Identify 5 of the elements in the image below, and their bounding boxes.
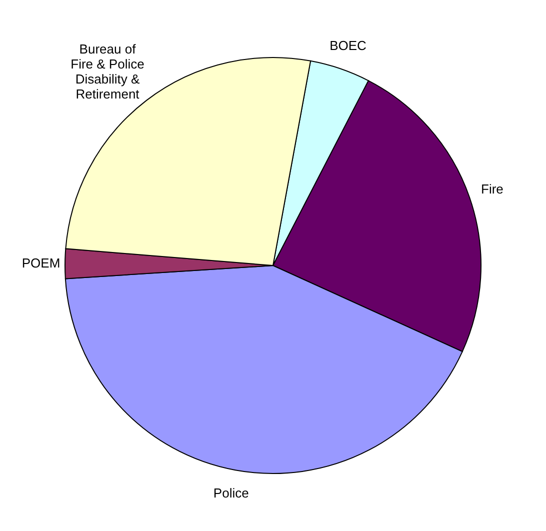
slice-label: Bureau of Fire & Police Disability & Retirement — [70, 42, 144, 102]
slice-label: Fire — [481, 182, 504, 197]
slice-label: Police — [213, 486, 249, 501]
slice-label: BOEC — [330, 38, 366, 53]
slice-label: POEM — [22, 255, 60, 270]
